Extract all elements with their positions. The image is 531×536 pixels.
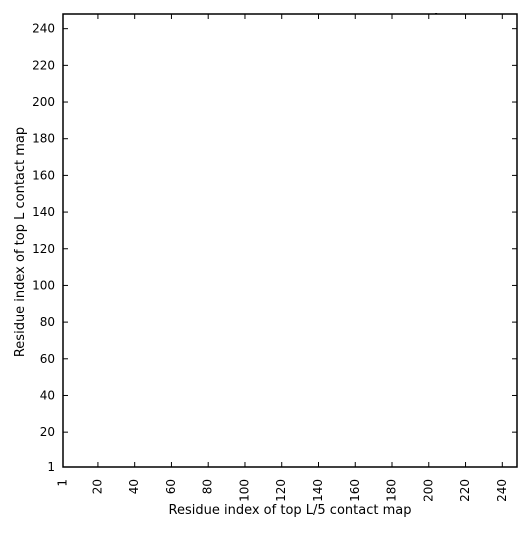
y-tick-label: 20 xyxy=(40,425,55,439)
x-tick-label: 200 xyxy=(421,479,435,502)
y-tick-label: 100 xyxy=(32,278,55,292)
y-tick-label: 120 xyxy=(32,242,55,256)
y-tick-label: 140 xyxy=(32,205,55,219)
chart-axes: 1 20 40 60 80 100 120 140 160 180 200 220 2401204060… xyxy=(32,13,518,502)
y-tick-label: 180 xyxy=(32,132,55,146)
y-tick-label: 40 xyxy=(40,388,55,402)
y-tick-label: 1 xyxy=(47,460,55,474)
x-tick-label: 240 xyxy=(495,479,509,502)
x-tick-label: 20 xyxy=(90,479,104,494)
y-tick-label: 60 xyxy=(40,352,55,366)
x-tick-label: 100 xyxy=(237,479,251,502)
y-tick-label: 220 xyxy=(32,58,55,72)
y-tick-label: 80 xyxy=(40,315,55,329)
x-tick-label: 120 xyxy=(274,479,288,502)
y-tick-label: 240 xyxy=(32,22,55,36)
x-tick-label: 220 xyxy=(458,479,472,502)
y-tick-label: 160 xyxy=(32,168,55,182)
x-tick-label: 180 xyxy=(385,479,399,502)
x-tick-label: 80 xyxy=(201,479,215,494)
x-tick-label: 160 xyxy=(348,479,362,502)
x-tick-label: 140 xyxy=(311,479,325,502)
x-tick-label: 60 xyxy=(164,479,178,494)
x-tick-label: 1 xyxy=(56,479,70,487)
plot-frame xyxy=(62,13,518,468)
x-axis-label: Residue index of top L/5 contact map xyxy=(169,503,412,518)
x-tick-label: 40 xyxy=(127,479,141,494)
y-tick-label: 200 xyxy=(32,95,55,109)
y-axis-label: Residue index of top L contact map xyxy=(13,127,28,357)
